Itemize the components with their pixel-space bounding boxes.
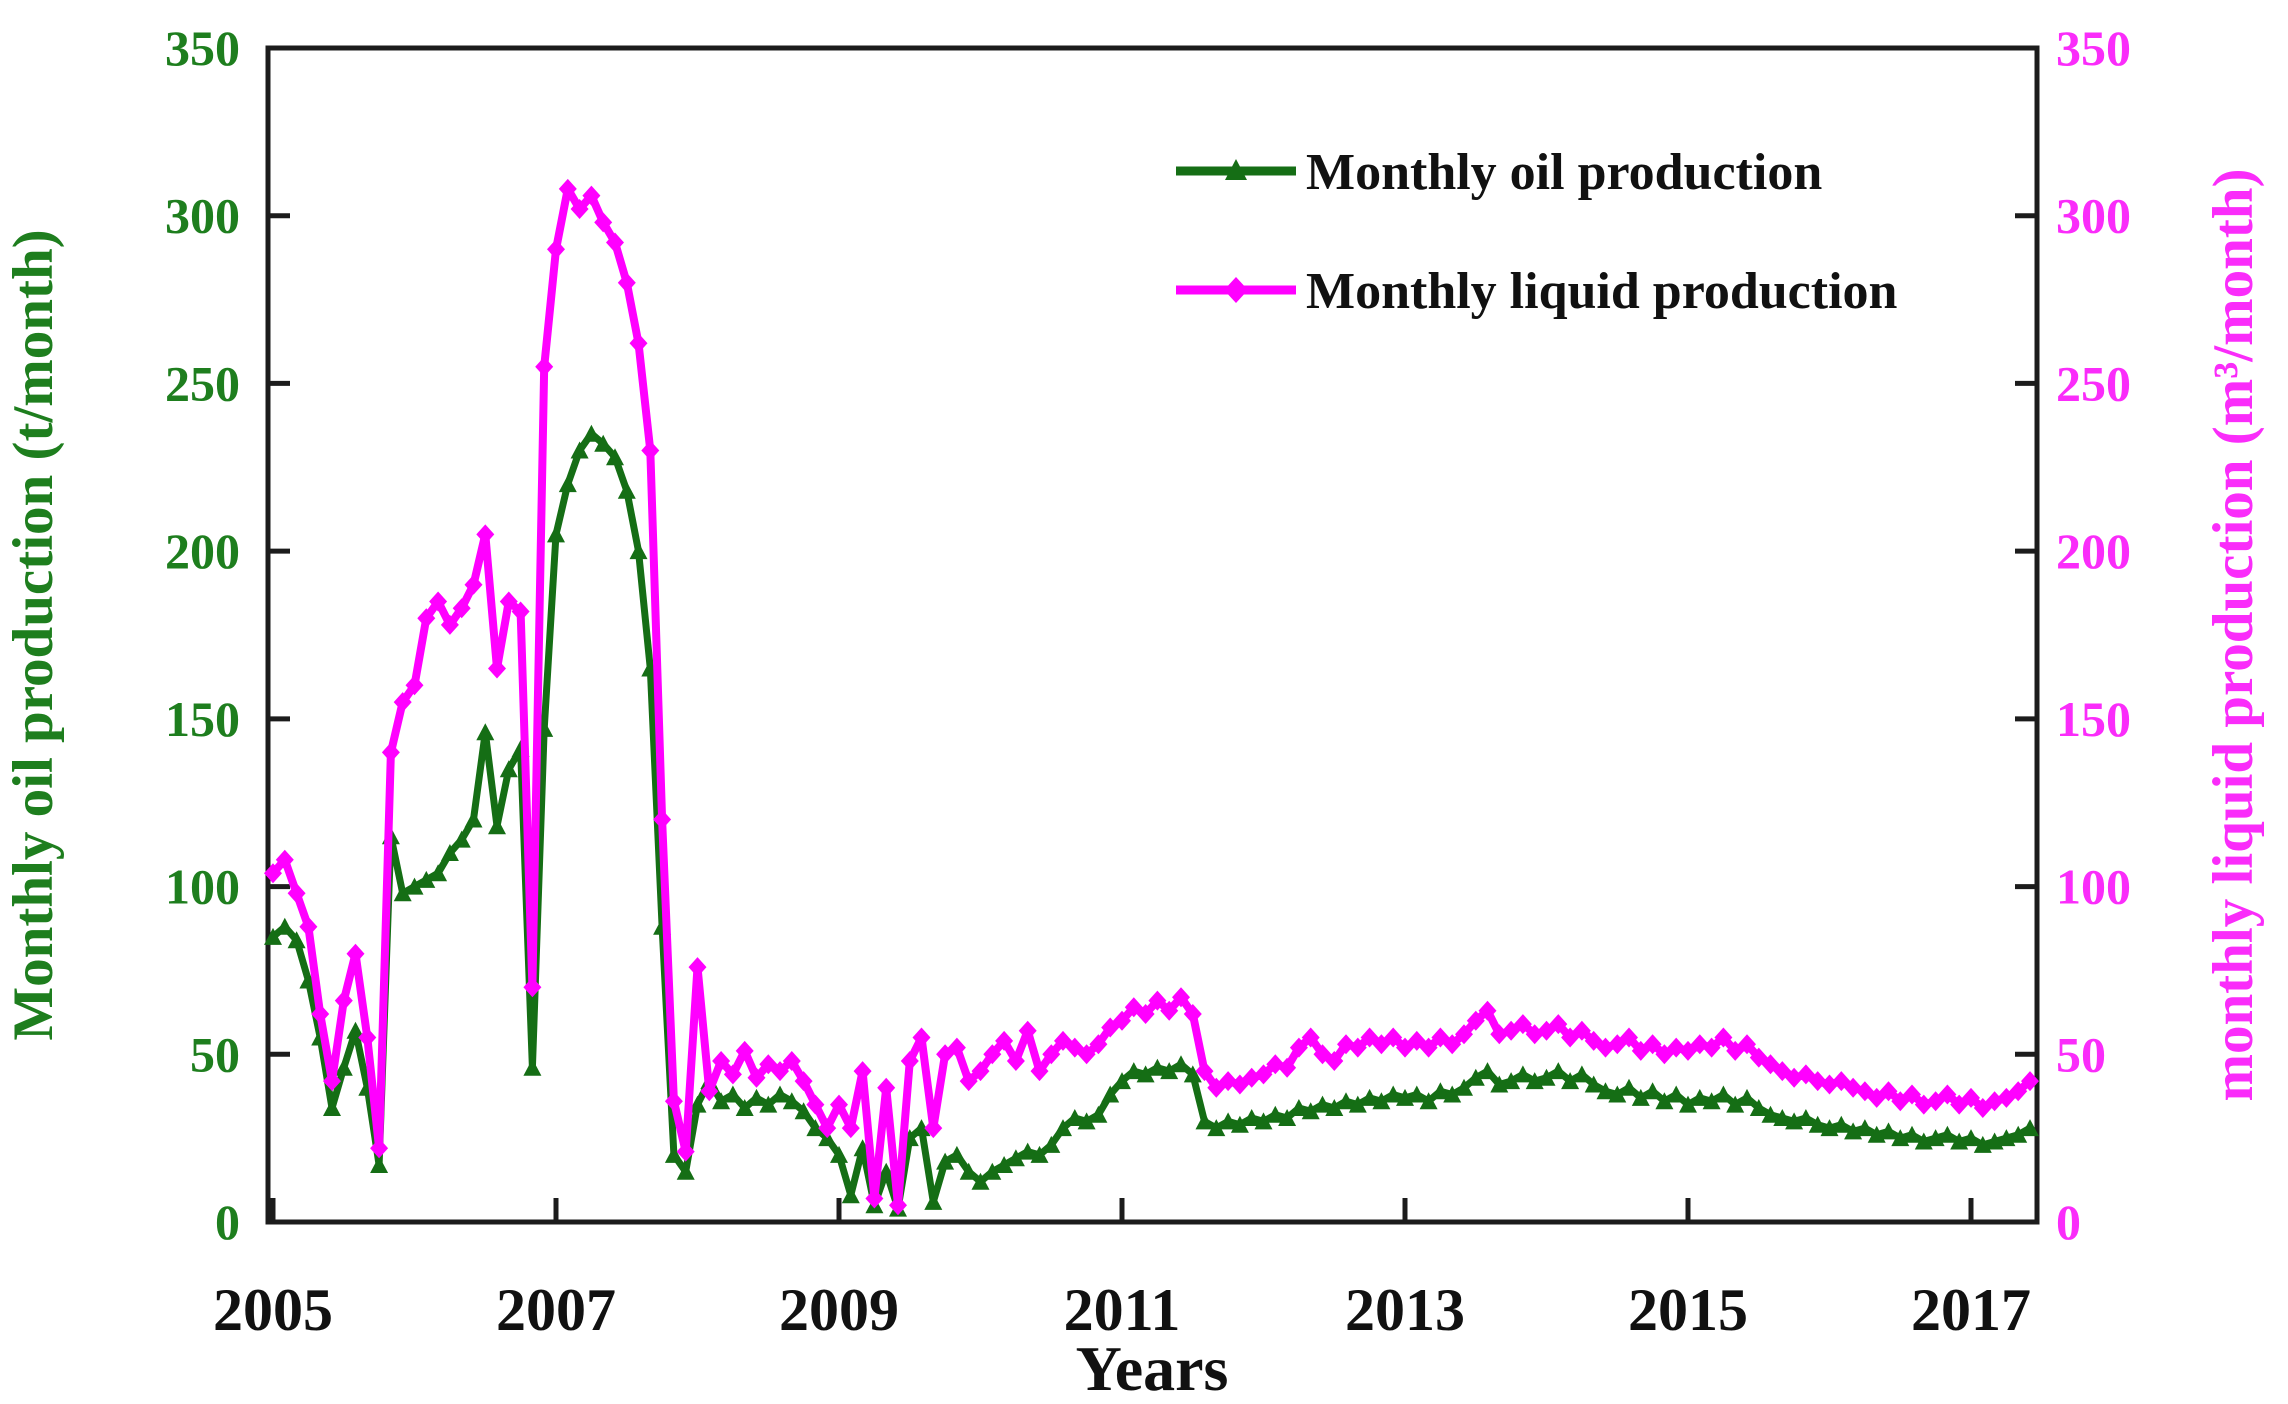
y-tick-label-right: 100 <box>2056 859 2131 915</box>
legend-swatch-liquid-diamond-icon <box>1224 277 1248 303</box>
y-tick-label-left: 250 <box>165 355 240 411</box>
y-axis-right-ticks: 0 50 100 150 200 250 300 350 <box>2015 20 2131 1250</box>
plot-frame <box>265 45 2040 1225</box>
y-tick-label-right: 250 <box>2056 355 2131 411</box>
x-tick-label: 2017 <box>1911 1277 2031 1343</box>
oil-production-series <box>264 424 2039 1217</box>
x-tick-label: 2011 <box>1064 1277 1181 1343</box>
x-axis-title: Years <box>1076 1333 1229 1404</box>
y-tick-label-left: 350 <box>165 20 240 76</box>
y-tick-label-right: 350 <box>2056 20 2131 76</box>
x-axis-ticks: 2005 2007 2009 2011 2013 2015 2017 <box>213 1198 2031 1343</box>
legend: Monthly oil production Monthly liquid pr… <box>1176 144 1898 320</box>
y-axis-right-title: monthly liquid production (m³/month) <box>2202 169 2265 1102</box>
legend-item-liquid: Monthly liquid production <box>1176 263 1898 320</box>
x-tick-label: 2013 <box>1345 1277 1465 1343</box>
x-tick-label: 2009 <box>779 1277 899 1343</box>
y-tick-label-right: 200 <box>2056 523 2131 579</box>
y-tick-label-left: 100 <box>165 859 240 915</box>
y-tick-label-left: 200 <box>165 523 240 579</box>
legend-label-liquid: Monthly liquid production <box>1306 263 1898 320</box>
legend-swatch-oil-triangle-icon <box>1225 159 1247 180</box>
x-tick-label: 2005 <box>213 1277 333 1343</box>
liquid-production-series <box>264 178 2039 1216</box>
y-tick-label-right: 0 <box>2056 1194 2081 1250</box>
y-tick-label-right: 300 <box>2056 188 2131 244</box>
x-tick-label: 2007 <box>496 1277 616 1343</box>
y-tick-label-left: 50 <box>190 1026 240 1082</box>
y-tick-label-right: 150 <box>2056 691 2131 747</box>
y-tick-label-right: 50 <box>2056 1026 2106 1082</box>
y-tick-label-left: 0 <box>215 1194 240 1250</box>
x-tick-label: 2015 <box>1628 1277 1748 1343</box>
y-axis-left-title: Monthly oil production (t/month) <box>2 229 65 1040</box>
legend-label-oil: Monthly oil production <box>1306 144 1822 201</box>
legend-item-oil: Monthly oil production <box>1176 144 1822 201</box>
y-axis-left-ticks: 0 50 100 150 200 250 300 350 <box>165 20 290 1250</box>
y-tick-label-left: 300 <box>165 188 240 244</box>
monthly-liquid-production-line <box>269 184 2034 1210</box>
y-tick-label-left: 150 <box>165 691 240 747</box>
